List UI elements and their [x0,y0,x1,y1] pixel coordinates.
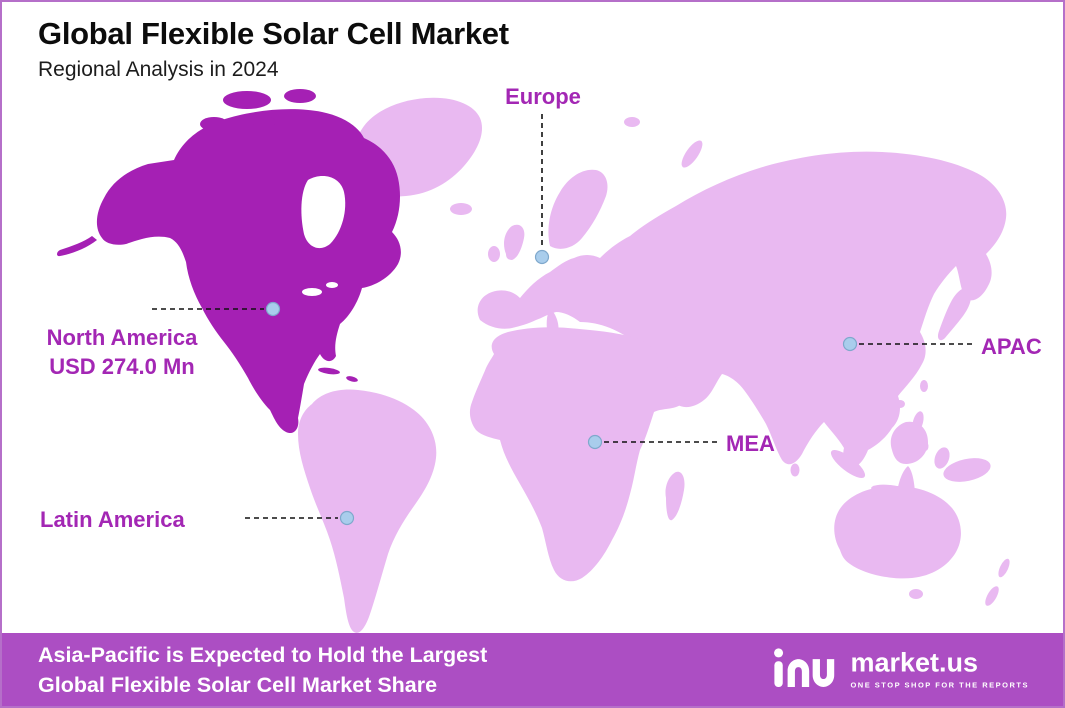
landmass-sakhalin [937,254,947,282]
banner-line-1: Asia-Pacific is Expected to Hold the Lar… [38,642,488,667]
brand-name: market.us [850,647,979,678]
label-europe: Europe [505,84,581,109]
brand: market.us ONE STOP SHOP FOR THE REPORTS [773,645,1029,694]
landmass-iceland [450,203,472,215]
landmass-sulawesi [934,447,950,469]
great-lakes [326,282,338,288]
landmass-south-america [298,389,437,633]
brand-tagline: ONE STOP SHOP FOR THE REPORTS [850,680,1029,690]
landmass-caribbean [346,376,358,382]
marker-apac [842,336,858,352]
landmass-novaya-zemlya [681,140,703,168]
leader-lines [152,114,973,519]
landmass-britain [504,224,525,260]
marker-mea [587,434,603,450]
landmass-madagascar [665,471,685,521]
marker-north-america [265,301,281,317]
landmass-taiwan [920,380,928,392]
banner-text: Asia-Pacific is Expected to Hold the Lar… [38,640,487,700]
banner-line-2: Global Flexible Solar Cell Market Share [38,672,438,697]
page-title: Global Flexible Solar Cell Market [38,16,509,51]
world-map-svg [57,89,1010,633]
continents [57,89,1010,633]
landmass-arctic-island [284,89,316,103]
landmass-australia [834,486,961,579]
landmass-africa [469,327,686,582]
marker-europe [534,249,550,265]
market-us-logo-icon [773,645,837,694]
landmass-caribbean [318,367,340,375]
label-latin-america: Latin America [40,507,185,532]
landmass-arctic-island [252,116,276,128]
landmass-sri-lanka [790,463,800,477]
landmass-new-zealand [998,558,1010,578]
bottom-banner: Asia-Pacific is Expected to Hold the Lar… [2,633,1063,706]
landmass-new-guinea [943,458,991,482]
label-north-america-value: USD 274.0 Mn [49,354,195,379]
world-map [2,2,1063,637]
landmass-scandinavia [548,169,608,249]
landmass-cape-york [897,466,915,492]
marker-latin-america [339,510,355,526]
great-lakes [302,288,322,296]
page-subtitle: Regional Analysis in 2024 [38,58,279,81]
label-north-america-name: North America [46,325,198,350]
brand-text: market.us ONE STOP SHOP FOR THE REPORTS [850,647,1029,690]
landmass-japan [937,288,972,341]
label-mea: MEA [726,431,775,456]
landmass-sumatra [830,449,866,479]
hudson-bay [301,176,346,249]
header: Global Flexible Solar Cell Market Region… [38,16,509,82]
landmass-tasmania [909,589,923,599]
landmass-arctic-island [223,91,271,109]
region-markers [265,249,858,526]
landmass-eurasia [477,151,1007,468]
landmass-borneo [890,421,928,464]
landmass-north-america [96,109,401,434]
label-north-america: North America USD 274.0 Mn [12,323,232,381]
landmass-hainan [895,400,905,408]
landmass-svalbard [624,117,640,127]
landmass-aleutians [57,236,97,257]
landmass-arctic-island [200,117,228,131]
landmass-ireland [488,246,500,262]
landmass-new-zealand [985,586,999,606]
label-apac: APAC [981,334,1042,359]
